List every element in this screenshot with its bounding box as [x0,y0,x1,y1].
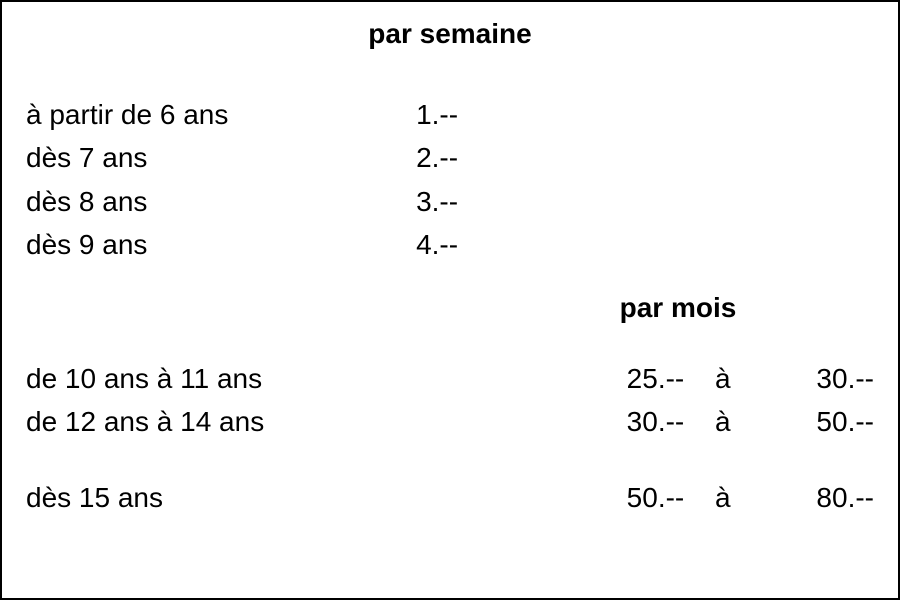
age-label: dès 7 ans [26,136,416,179]
spacer-row [26,444,874,476]
amount-low: 50.-- [627,476,715,519]
table-row: dès 8 ans 3.-- [26,180,874,223]
title-per-week: par semaine [26,14,874,53]
amount-high: 80.-- [768,476,874,519]
monthly-rates-table: de 10 ans à 11 ans 25.-- à 30.-- de 12 a… [26,357,874,519]
range-separator: à [715,357,768,400]
amount-per-week: 1.-- [416,93,874,136]
amount-low: 30.-- [627,400,715,443]
table-row: de 12 ans à 14 ans 30.-- à 50.-- [26,400,874,443]
table-row: dès 15 ans 50.-- à 80.-- [26,476,874,519]
title-per-month: par mois [620,288,874,327]
amount-high: 30.-- [768,357,874,400]
amount-per-week: 2.-- [416,136,874,179]
age-label: dès 8 ans [26,180,416,223]
age-label: à partir de 6 ans [26,93,416,136]
amount-per-week: 3.-- [416,180,874,223]
amount-per-week: 4.-- [416,223,874,266]
amount-high: 50.-- [768,400,874,443]
age-label: de 10 ans à 11 ans [26,357,627,400]
amount-low: 25.-- [627,357,715,400]
age-label: de 12 ans à 14 ans [26,400,627,443]
table-row: dès 7 ans 2.-- [26,136,874,179]
range-separator: à [715,476,768,519]
weekly-rates-table: à partir de 6 ans 1.-- dès 7 ans 2.-- dè… [26,93,874,266]
table-row: à partir de 6 ans 1.-- [26,93,874,136]
document-frame: par semaine à partir de 6 ans 1.-- dès 7… [0,0,900,600]
table-row: dès 9 ans 4.-- [26,223,874,266]
age-label: dès 15 ans [26,476,627,519]
range-separator: à [715,400,768,443]
age-label: dès 9 ans [26,223,416,266]
table-row: de 10 ans à 11 ans 25.-- à 30.-- [26,357,874,400]
